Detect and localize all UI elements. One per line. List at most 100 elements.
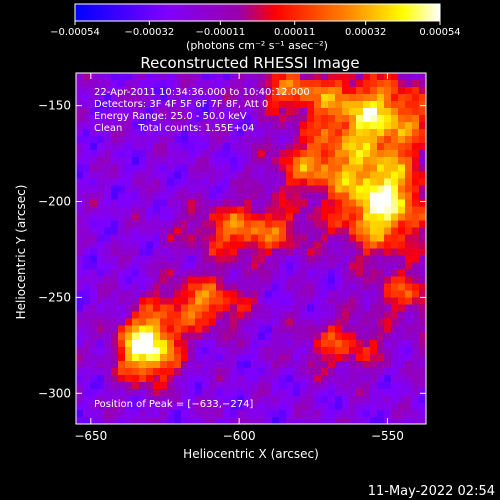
heatmap-pixel bbox=[293, 157, 301, 165]
heatmap-pixel bbox=[335, 409, 343, 418]
heatmap-pixel bbox=[132, 73, 140, 81]
heatmap-pixel bbox=[370, 367, 378, 376]
heatmap-pixel bbox=[349, 388, 357, 397]
heatmap-pixel bbox=[251, 234, 259, 242]
heatmap-pixel bbox=[258, 164, 266, 172]
heatmap-pixel bbox=[405, 283, 413, 292]
heatmap-pixel bbox=[132, 297, 140, 306]
heatmap-pixel bbox=[293, 304, 301, 313]
heatmap-pixel bbox=[391, 115, 399, 123]
heatmap-pixel bbox=[286, 283, 294, 292]
heatmap-pixel bbox=[328, 290, 336, 299]
heatmap-pixel bbox=[307, 129, 315, 137]
heatmap-pixel bbox=[97, 108, 105, 116]
heatmap-pixel bbox=[293, 241, 301, 249]
heatmap-pixel bbox=[132, 311, 140, 320]
heatmap-pixel bbox=[258, 290, 266, 299]
heatmap-pixel bbox=[391, 276, 399, 285]
heatmap-pixel bbox=[300, 290, 308, 299]
heatmap-pixel bbox=[209, 255, 217, 264]
heatmap-pixel bbox=[251, 388, 259, 397]
heatmap-pixel bbox=[314, 80, 322, 88]
heatmap-pixel bbox=[286, 157, 294, 165]
heatmap-pixel bbox=[356, 206, 364, 214]
heatmap-pixel bbox=[167, 143, 175, 151]
heatmap-pixel bbox=[237, 318, 245, 327]
heatmap-pixel bbox=[307, 255, 315, 264]
heatmap-pixel bbox=[258, 416, 266, 425]
heatmap-pixel bbox=[419, 213, 427, 221]
heatmap-pixel bbox=[272, 157, 280, 165]
heatmap-pixel bbox=[97, 115, 105, 123]
heatmap-pixel bbox=[153, 101, 161, 109]
heatmap-pixel bbox=[384, 157, 392, 165]
heatmap-pixel bbox=[223, 304, 231, 313]
heatmap-pixel bbox=[244, 199, 252, 207]
heatmap-pixel bbox=[349, 283, 357, 292]
heatmap-pixel bbox=[244, 395, 252, 404]
heatmap-pixel bbox=[132, 381, 140, 390]
heatmap-pixel bbox=[202, 129, 210, 137]
heatmap-pixel bbox=[335, 262, 343, 271]
heatmap-pixel bbox=[244, 409, 252, 418]
heatmap-pixel bbox=[76, 353, 84, 362]
heatmap-pixel bbox=[83, 87, 91, 95]
heatmap-pixel bbox=[335, 353, 343, 362]
heatmap-pixel bbox=[76, 185, 84, 193]
heatmap-pixel bbox=[349, 234, 357, 242]
heatmap-pixel bbox=[321, 395, 329, 404]
heatmap-pixel bbox=[97, 192, 105, 200]
heatmap-pixel bbox=[132, 290, 140, 299]
heatmap-pixel bbox=[125, 255, 133, 264]
heatmap-pixel bbox=[76, 304, 84, 313]
heatmap-pixel bbox=[76, 80, 84, 88]
heatmap-pixel bbox=[146, 171, 154, 179]
heatmap-pixel bbox=[356, 199, 364, 207]
heatmap-pixel bbox=[153, 164, 161, 172]
heatmap-pixel bbox=[244, 318, 252, 327]
heatmap-pixel bbox=[188, 227, 196, 235]
heatmap-pixel bbox=[118, 122, 126, 130]
heatmap-pixel bbox=[321, 192, 329, 200]
heatmap-pixel bbox=[237, 367, 245, 376]
heatmap-pixel bbox=[384, 94, 392, 102]
heatmap-pixel bbox=[118, 318, 126, 327]
heatmap-pixel bbox=[363, 171, 371, 179]
heatmap-pixel bbox=[286, 192, 294, 200]
heatmap-pixel bbox=[216, 80, 224, 88]
heatmap-pixel bbox=[216, 220, 224, 228]
x-tick-label: −650 bbox=[74, 429, 107, 443]
heatmap-pixel bbox=[139, 283, 147, 292]
heatmap-pixel bbox=[300, 409, 308, 418]
heatmap-pixel bbox=[370, 213, 378, 221]
heatmap-pixel bbox=[342, 73, 350, 81]
heatmap-pixel bbox=[335, 297, 343, 306]
heatmap-pixel bbox=[398, 101, 406, 109]
heatmap-pixel bbox=[104, 220, 112, 228]
heatmap-pixel bbox=[230, 150, 238, 158]
heatmap-pixel bbox=[216, 248, 224, 257]
heatmap-pixel bbox=[356, 192, 364, 200]
heatmap-pixel bbox=[419, 276, 427, 285]
heatmap-pixel bbox=[349, 157, 357, 165]
heatmap-pixel bbox=[90, 80, 98, 88]
heatmap-pixel bbox=[209, 325, 217, 334]
heatmap-pixel bbox=[363, 178, 371, 186]
heatmap-pixel bbox=[307, 353, 315, 362]
heatmap-pixel bbox=[104, 367, 112, 376]
heatmap-pixel bbox=[118, 185, 126, 193]
heatmap-pixel bbox=[370, 129, 378, 137]
heatmap-pixel bbox=[160, 122, 168, 130]
heatmap-pixel bbox=[244, 164, 252, 172]
heatmap-pixel bbox=[265, 269, 273, 278]
heatmap-pixel bbox=[76, 290, 84, 299]
heatmap-pixel bbox=[90, 234, 98, 242]
heatmap-pixel bbox=[251, 115, 259, 123]
heatmap-pixel bbox=[216, 87, 224, 95]
heatmap-pixel bbox=[118, 346, 126, 355]
heatmap-pixel bbox=[209, 178, 217, 186]
heatmap-pixel bbox=[188, 290, 196, 299]
heatmap-pixel bbox=[251, 374, 259, 383]
heatmap-pixel bbox=[342, 143, 350, 151]
heatmap-pixel bbox=[370, 283, 378, 292]
